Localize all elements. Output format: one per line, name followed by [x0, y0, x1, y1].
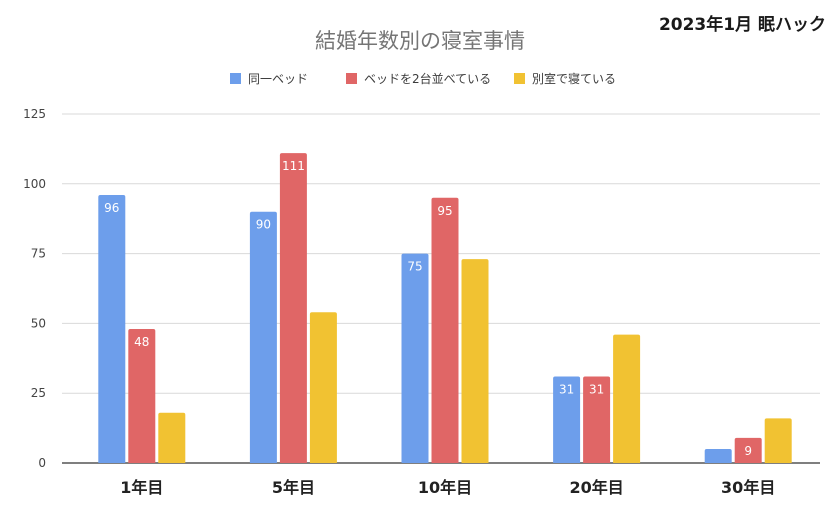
bar [734, 437, 762, 463]
bars [98, 153, 792, 463]
x-tick-label: 20年目 [569, 478, 623, 497]
bar [553, 376, 581, 463]
y-tick-label: 50 [31, 316, 46, 330]
bar [583, 376, 611, 463]
data-label: 48 [134, 335, 149, 349]
x-tick-label: 5年目 [272, 478, 315, 497]
x-tick-label: 30年目 [721, 478, 775, 497]
legend-label: 同一ベッド [248, 72, 308, 86]
y-tick-label: 125 [23, 107, 46, 121]
data-labels: 96 48 90 111 75 95 31 31 9 [104, 159, 752, 458]
data-label: 95 [437, 204, 452, 218]
data-label: 75 [407, 260, 422, 274]
legend: 同一ベッド ベッドを2台並べている 別室で寝ている [230, 71, 616, 86]
x-axis: 1年目 5年目 10年目 20年目 30年目 [120, 478, 775, 497]
legend-swatch [514, 73, 525, 84]
chart-title: 結婚年数別の寝室事情 [315, 29, 525, 53]
legend-label: 別室で寝ている [532, 71, 616, 86]
bar [128, 328, 156, 463]
x-tick-label: 10年目 [418, 478, 472, 497]
data-label: 90 [256, 218, 271, 232]
y-tick-label: 75 [31, 247, 46, 261]
legend-swatch [346, 73, 357, 84]
data-label: 9 [744, 444, 752, 458]
bar [309, 312, 337, 463]
corner-note: 2023年1月 眠ハック [658, 15, 826, 35]
bar [461, 259, 489, 463]
bar [704, 449, 732, 463]
bar [158, 412, 186, 463]
data-label: 31 [559, 382, 574, 396]
bar [98, 194, 126, 463]
y-tick-label: 100 [23, 177, 46, 191]
data-label: 96 [104, 201, 119, 215]
bar [613, 334, 641, 463]
bar [764, 418, 792, 463]
bar [279, 153, 307, 463]
bar [249, 211, 277, 463]
y-tick-label: 0 [38, 456, 46, 470]
bar [431, 197, 459, 463]
data-label: 111 [282, 159, 305, 173]
legend-label: ベッドを2台並べている [364, 71, 491, 86]
data-label: 31 [589, 382, 604, 396]
y-axis: 0 25 50 75 100 125 [23, 107, 46, 470]
y-tick-label: 25 [31, 386, 46, 400]
bar [401, 253, 429, 463]
x-tick-label: 1年目 [120, 478, 163, 497]
legend-swatch [230, 73, 241, 84]
